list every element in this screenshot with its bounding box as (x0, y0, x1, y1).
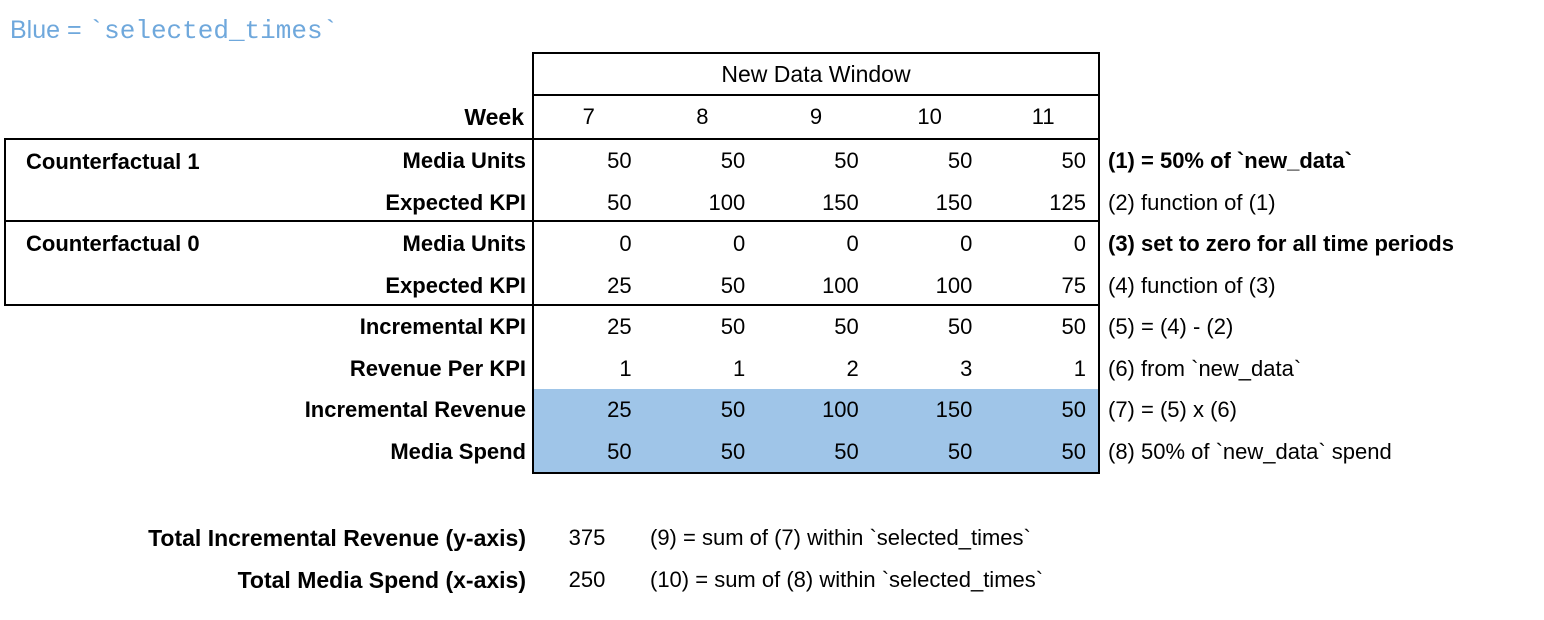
totals-annotation-column: (9) = sum of (7) within `selected_times`… (650, 517, 1350, 601)
value-cell: 100 (935, 272, 973, 298)
counterfactual-0-box (4, 220, 534, 306)
total-media-spend-label: Total Media Spend (x-axis) (237, 567, 526, 593)
totals-label-column: Total Incremental Revenue (y-axis) Total… (60, 517, 526, 601)
week-label: Week (464, 104, 524, 130)
table-row-highlighted: 50 50 50 50 50 (532, 431, 1100, 473)
value-cell: 0 (1073, 231, 1086, 256)
value-cell: 50 (947, 438, 973, 464)
value-cell: 50 (720, 314, 746, 339)
value-cell: 50 (720, 148, 746, 173)
value-cell: 50 (720, 272, 746, 298)
annotation: (9) = sum of (7) within `selected_times` (650, 525, 1031, 550)
row-label: Media Units (402, 231, 526, 256)
value-cell: 100 (822, 272, 859, 298)
row-label: Media Units (402, 148, 526, 173)
group-label-counterfactual-1: Counterfactual 1 (26, 149, 200, 174)
value-cell: 50 (607, 148, 632, 173)
rule-under-counterfactual-0 (532, 304, 1100, 306)
value-cell: 3 (960, 355, 973, 381)
annotation: (7) = (5) x (6) (1108, 397, 1237, 422)
value-cell: 50 (720, 397, 746, 422)
selected-times-highlight (534, 389, 1098, 472)
annotation: (2) function of (1) (1108, 189, 1276, 215)
week-number: 11 (1031, 104, 1055, 129)
table-row: 50 100 150 150 125 (532, 182, 1100, 224)
annotation: (4) function of (3) (1108, 272, 1276, 298)
value-cell: 50 (1061, 148, 1086, 173)
value-cell: 50 (607, 189, 632, 215)
legend-blue-label: Blue = (10, 16, 89, 44)
annotation: (10) = sum of (8) within `selected_times… (650, 567, 1044, 592)
value-cell: 50 (834, 314, 859, 339)
legend-selected-times-code: `selected_times` (88, 16, 339, 46)
annotation: (6) from `new_data` (1108, 355, 1302, 381)
row-label: Incremental Revenue (304, 397, 526, 422)
value-cell: 50 (947, 148, 973, 173)
value-cell: 0 (619, 231, 632, 256)
value-cell: 25 (607, 397, 632, 422)
table-row: 1 1 2 3 1 (532, 348, 1100, 390)
row-label: Expected KPI (385, 272, 526, 298)
row-label: Media Spend (390, 438, 526, 464)
week-number: 9 (809, 104, 823, 129)
legend-title: Blue = `selected_times` (10, 16, 338, 46)
week-number: 8 (696, 104, 709, 129)
table-row: 25 50 100 100 75 (532, 265, 1100, 307)
value-cell: 0 (846, 231, 859, 256)
new-data-window-header: New Data Window (721, 61, 911, 87)
value-cell: 50 (1061, 397, 1086, 422)
week-number: 10 (917, 104, 942, 129)
row-label: Revenue Per KPI (349, 355, 526, 381)
value-cell: 100 (822, 397, 859, 422)
value-cell: 50 (607, 438, 632, 464)
value-cell: 2 (846, 355, 859, 381)
rule-under-week-row (532, 138, 1100, 140)
value-cell: 50 (1061, 314, 1086, 339)
total-incremental-revenue-label: Total Incremental Revenue (y-axis) (148, 525, 526, 551)
value-cell: 0 (960, 231, 973, 256)
value-cell: 150 (935, 397, 973, 422)
annotation-column: (1) = 50% of `new_data` (2) function of … (1108, 140, 1544, 472)
value-cell: 100 (708, 189, 746, 215)
table-row: 0 0 0 0 0 (532, 223, 1100, 265)
rule-under-window-header (532, 94, 1100, 96)
value-cell: 25 (607, 272, 632, 298)
annotation: (8) 50% of `new_data` spend (1108, 438, 1392, 464)
week-number: 7 (582, 104, 595, 129)
row-label-column: Media Units Expected KPI Media Units Exp… (150, 140, 526, 472)
total-incremental-revenue-value: 375 (568, 525, 606, 550)
annotation: (5) = (4) - (2) (1108, 314, 1234, 339)
value-cell: 150 (822, 189, 859, 215)
annotation: (1) = 50% of `new_data` (1108, 148, 1352, 173)
value-cell: 50 (720, 438, 746, 464)
value-cell: 125 (1049, 189, 1086, 215)
value-cell: 50 (947, 314, 973, 339)
annotation: (3) set to zero for all time periods (1108, 231, 1454, 256)
value-cell: 50 (1061, 438, 1086, 464)
row-label: Incremental KPI (359, 314, 526, 339)
row-label: Expected KPI (385, 189, 526, 215)
totals-value-column: 375 250 (556, 517, 618, 601)
value-cell: 1 (619, 355, 632, 381)
table-row: 50 50 50 50 50 (532, 140, 1100, 182)
value-cell: 150 (935, 189, 973, 215)
value-cell: 25 (607, 314, 632, 339)
total-media-spend-value: 250 (568, 567, 606, 592)
value-cell: 75 (1061, 272, 1086, 298)
value-cell: 50 (834, 148, 859, 173)
value-cell: 1 (732, 355, 746, 381)
value-cell: 0 (732, 231, 746, 256)
week-number-row: 7 8 9 10 11 (532, 96, 1100, 138)
value-cell: 1 (1073, 355, 1086, 381)
table-row-highlighted: 25 50 100 150 50 (532, 389, 1100, 431)
value-grid: 50 50 50 50 50 50 100 150 150 125 0 0 0 … (532, 140, 1100, 472)
rule-between-counterfactuals (532, 220, 1100, 222)
value-cell: 50 (834, 438, 859, 464)
group-label-counterfactual-0: Counterfactual 0 (26, 231, 200, 256)
table-row: 25 50 50 50 50 (532, 306, 1100, 348)
